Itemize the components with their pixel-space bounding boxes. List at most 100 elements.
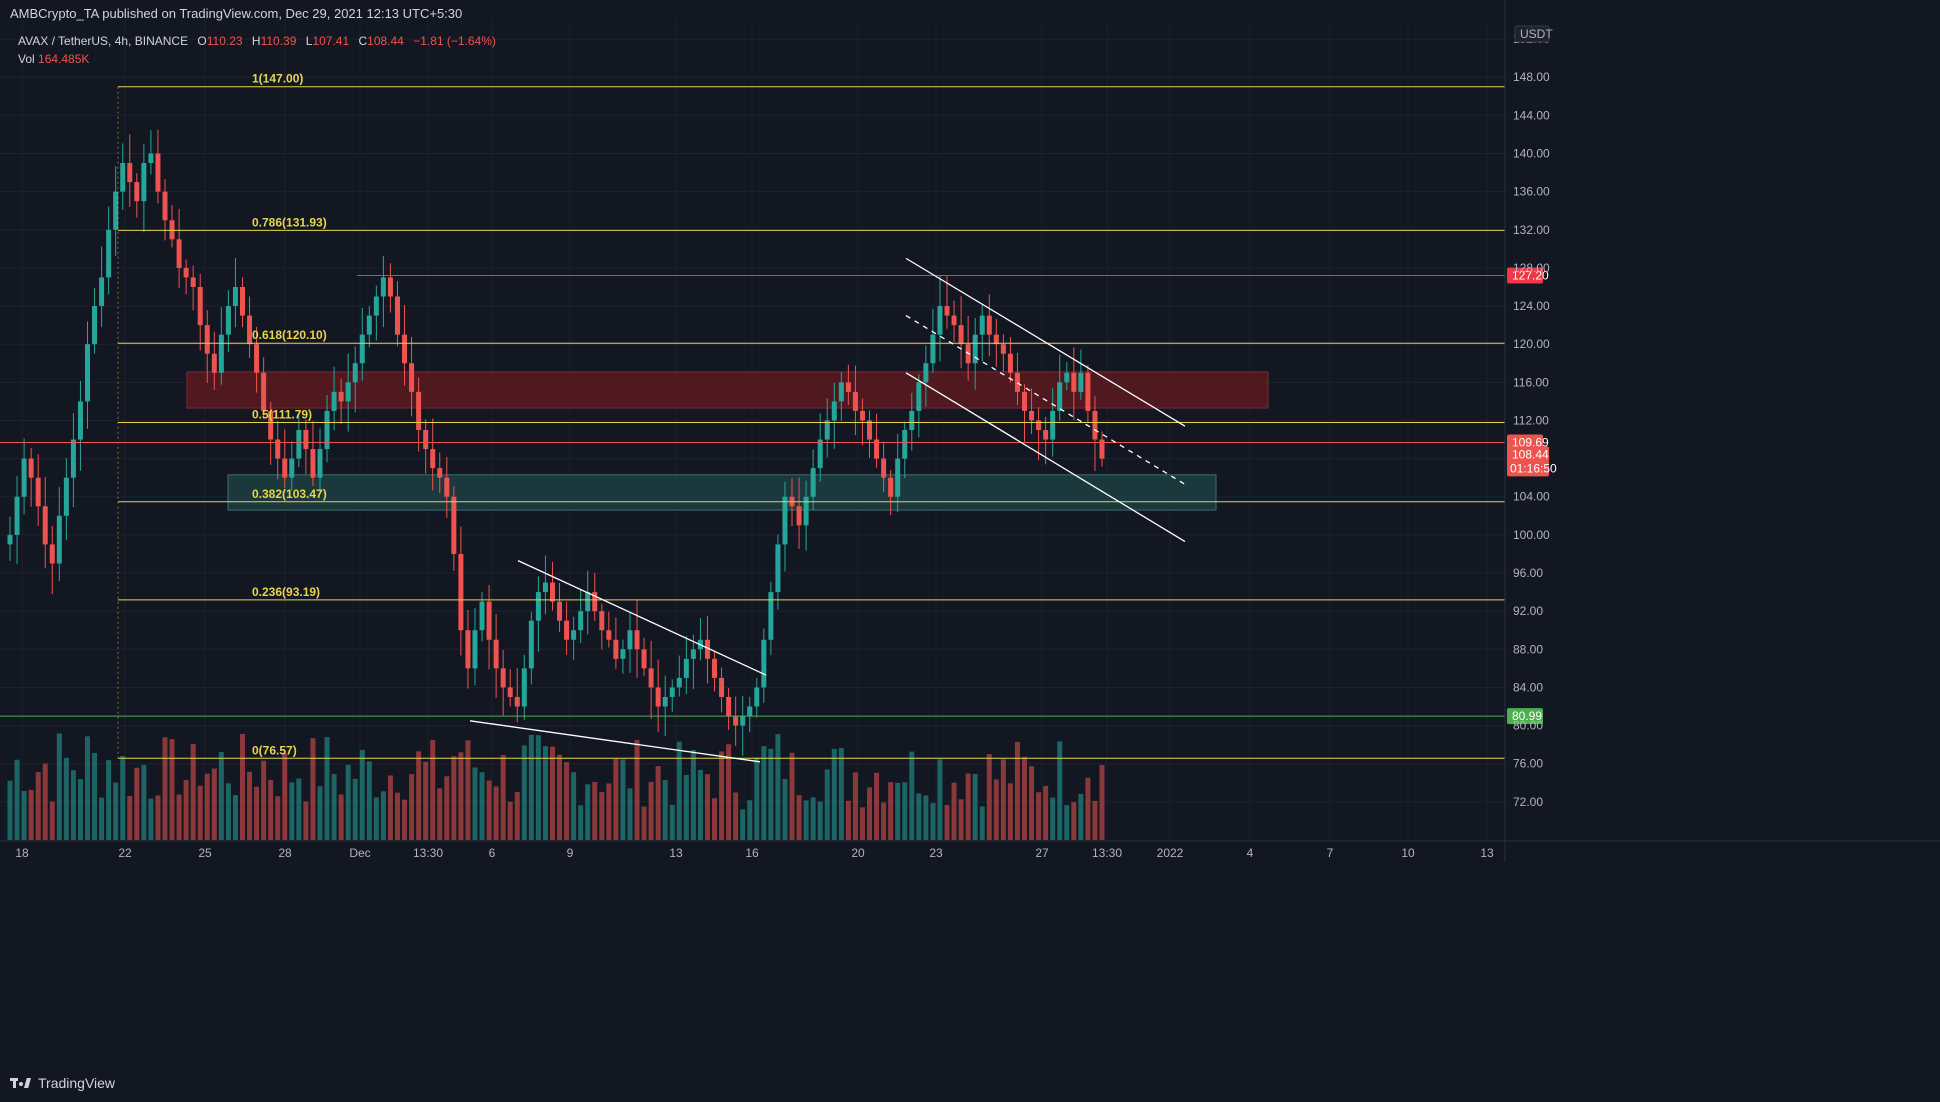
candle-body	[824, 420, 830, 440]
volume-bar	[1078, 793, 1084, 840]
candle-body	[1043, 430, 1049, 440]
volume-bar	[514, 792, 520, 840]
candle-body	[331, 391, 337, 411]
y-tick-label: 88.00	[1513, 642, 1543, 656]
high-label: H	[251, 34, 261, 48]
x-tick-label: 4	[1247, 846, 1254, 860]
volume-legend: Vol 164.485K	[18, 52, 89, 66]
volume-bar	[662, 780, 668, 840]
fib-label: 0.382(103.47)	[252, 487, 327, 501]
candle-body	[662, 696, 668, 707]
volume-bar	[218, 751, 224, 840]
volume-bar	[1092, 800, 1098, 840]
y-tick-label: 80.00	[1513, 719, 1543, 733]
volume-bar	[21, 790, 27, 840]
candle-body	[838, 382, 844, 402]
candle-body	[831, 401, 837, 421]
volume-bar	[993, 779, 999, 840]
candle-body	[669, 687, 675, 697]
volume-bar	[972, 773, 978, 840]
candle-body	[972, 334, 978, 364]
currency-badge	[1514, 25, 1550, 43]
volume-bar	[852, 772, 858, 840]
volume-bar	[979, 806, 985, 840]
candle-body	[641, 649, 647, 669]
candle-body	[84, 344, 90, 402]
candle-body	[1022, 391, 1028, 411]
volume-bar	[169, 739, 175, 840]
candle-body	[77, 401, 83, 440]
volume-bar	[106, 760, 112, 840]
candle-body	[733, 716, 739, 726]
candle-body	[817, 439, 823, 469]
volume-bar	[141, 764, 147, 840]
candle-body	[7, 534, 13, 545]
volume-bar	[564, 762, 570, 840]
volume-bar	[789, 752, 795, 840]
volume-bar	[7, 780, 13, 840]
change-value: −1.81 (−1.64%)	[413, 34, 496, 48]
volume-bar	[373, 797, 379, 840]
volume-bar	[1000, 759, 1006, 840]
candle-body	[676, 677, 682, 688]
volume-bar	[1029, 766, 1035, 840]
candle-body	[183, 267, 189, 278]
candle-body	[1014, 372, 1020, 392]
volume-bar	[951, 782, 957, 840]
volume-bar	[712, 798, 718, 840]
volume-bar	[1043, 785, 1049, 840]
candle-body	[1071, 372, 1077, 392]
volume-bar	[204, 773, 210, 840]
volume-bar	[817, 801, 823, 840]
candle-body	[247, 315, 253, 345]
candle-body	[176, 239, 182, 268]
tradingview-brand[interactable]: TradingView	[10, 1075, 115, 1091]
candle-body	[761, 639, 767, 688]
volume-bar	[331, 774, 337, 840]
volume-bar	[437, 788, 443, 840]
candle-body	[451, 496, 457, 554]
volume-bar	[719, 751, 725, 840]
candle-body	[507, 687, 513, 697]
symbol-label[interactable]: AVAX / TetherUS, 4h, BINANCE	[18, 34, 189, 48]
volume-bar	[599, 791, 605, 840]
volume-bar	[458, 752, 464, 840]
candle-body	[106, 229, 112, 278]
volume-bar	[162, 737, 168, 840]
volume-bar	[761, 746, 767, 840]
candle-body	[465, 630, 471, 669]
candle-body	[317, 449, 323, 478]
volume-bar	[676, 741, 682, 840]
low-value: 107.41	[312, 34, 350, 48]
candle-body	[627, 630, 633, 650]
candle-body	[535, 592, 541, 621]
volume-bar	[289, 782, 295, 840]
volume-bar	[1014, 741, 1020, 840]
volume-bar	[49, 801, 55, 840]
volume-bar	[493, 786, 499, 840]
current-price-tag	[1507, 446, 1549, 477]
candle-body	[423, 430, 429, 450]
resistance-tag	[1507, 267, 1543, 284]
candle-body	[549, 582, 555, 602]
candle-body	[1036, 420, 1042, 430]
volume-bar	[42, 763, 48, 840]
candle-body	[56, 515, 62, 564]
fib-label: 0.618(120.10)	[252, 328, 327, 342]
volume-bar	[70, 770, 76, 840]
published-line: AMBCrypto_TA published on TradingView.co…	[10, 6, 462, 21]
volume-label[interactable]: Vol	[18, 52, 35, 66]
volume-bar	[190, 744, 196, 840]
y-tick-label: 128.00	[1513, 261, 1550, 275]
candle-body	[155, 153, 161, 192]
symbol-legend: AVAX / TetherUS, 4h, BINANCE O110.23 H11…	[18, 34, 502, 48]
volume-bar	[99, 797, 105, 840]
candle-body	[500, 668, 506, 688]
volume-bar	[683, 775, 689, 840]
volume-bar	[845, 800, 851, 840]
volume-bar	[733, 792, 739, 840]
support-zone	[227, 474, 1217, 511]
open-value: 110.23	[206, 34, 243, 48]
volume-bar	[324, 737, 330, 840]
